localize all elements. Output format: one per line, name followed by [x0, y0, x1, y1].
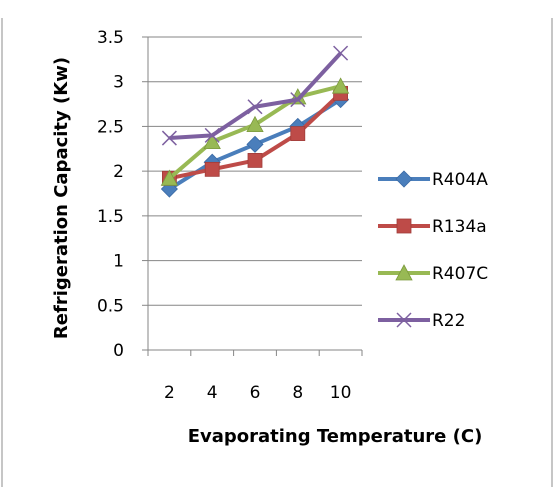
data-point-r22-stroke-b [204, 127, 220, 143]
y-tick-label: 2 [113, 162, 124, 182]
legend-label-r22: R22 [432, 311, 465, 331]
legend-item-r134a: R134a [378, 217, 487, 237]
series-layer [160, 45, 350, 198]
data-point-r407c [203, 132, 221, 150]
legend-item-r404a: R404A [378, 170, 488, 190]
x-tick-label: 10 [330, 383, 352, 403]
data-point-r22-stroke-b [161, 130, 177, 146]
y-tick-label: 0 [113, 341, 124, 361]
data-point-r22-stroke-b [333, 45, 349, 61]
x-tick-label: 6 [250, 383, 261, 403]
y-tick-label: 1 [113, 252, 124, 272]
data-point-r407c [331, 77, 350, 94]
y-tick-label: 0.5 [97, 296, 124, 316]
data-point-r404a [246, 135, 264, 153]
legend-label-r404a: R404A [432, 170, 488, 190]
y-tick-label: 3 [113, 73, 124, 93]
series-r22 [161, 45, 349, 146]
legend-item-r407c: R407C [378, 264, 488, 284]
legend-item-r22: R22 [378, 311, 465, 331]
data-point-r134a [290, 126, 306, 141]
x-tick-labels: 2 4 6 8 10 [164, 383, 351, 403]
data-point-r407c [160, 169, 179, 186]
x-axis-title: Evaporating Temperature (C) [188, 426, 483, 447]
y-tick-label: 2.5 [97, 117, 124, 137]
data-point-r22 [247, 99, 263, 115]
legend-marker-r22-stroke-b [396, 312, 412, 328]
data-point-r134a [204, 161, 220, 177]
legend-marker-r22 [396, 312, 412, 328]
data-point-r22 [161, 130, 177, 146]
x-tick-label: 4 [207, 383, 218, 403]
legend-marker-r134a [396, 218, 412, 234]
data-point-r22-stroke-b [290, 92, 306, 108]
data-point-r134a [247, 153, 263, 168]
data-point-r407c [246, 115, 264, 133]
legend-label-r407c: R407C [432, 264, 488, 284]
y-tick-label: 3.5 [97, 28, 124, 48]
data-point-r22 [290, 92, 306, 108]
legend: R404A R134a R407C R22 [378, 170, 488, 331]
axes [147, 37, 363, 356]
y-axis-title: Refrigeration Capacity (Kw) [51, 57, 72, 339]
data-point-r22 [333, 45, 349, 61]
x-tick-label: 8 [292, 383, 303, 403]
data-point-r22-stroke-b [247, 99, 263, 115]
y-tick-labels: 0 0.5 1 1.5 2 2.5 3 3.5 [97, 28, 124, 361]
legend-marker-r404a [395, 170, 413, 188]
y-tick-label: 1.5 [97, 207, 124, 227]
legend-label-r134a: R134a [432, 217, 487, 237]
gridlines [142, 36, 362, 351]
legend-marker-r407c [395, 264, 413, 281]
x-tick-label: 2 [164, 383, 175, 403]
data-point-r22 [204, 127, 220, 143]
